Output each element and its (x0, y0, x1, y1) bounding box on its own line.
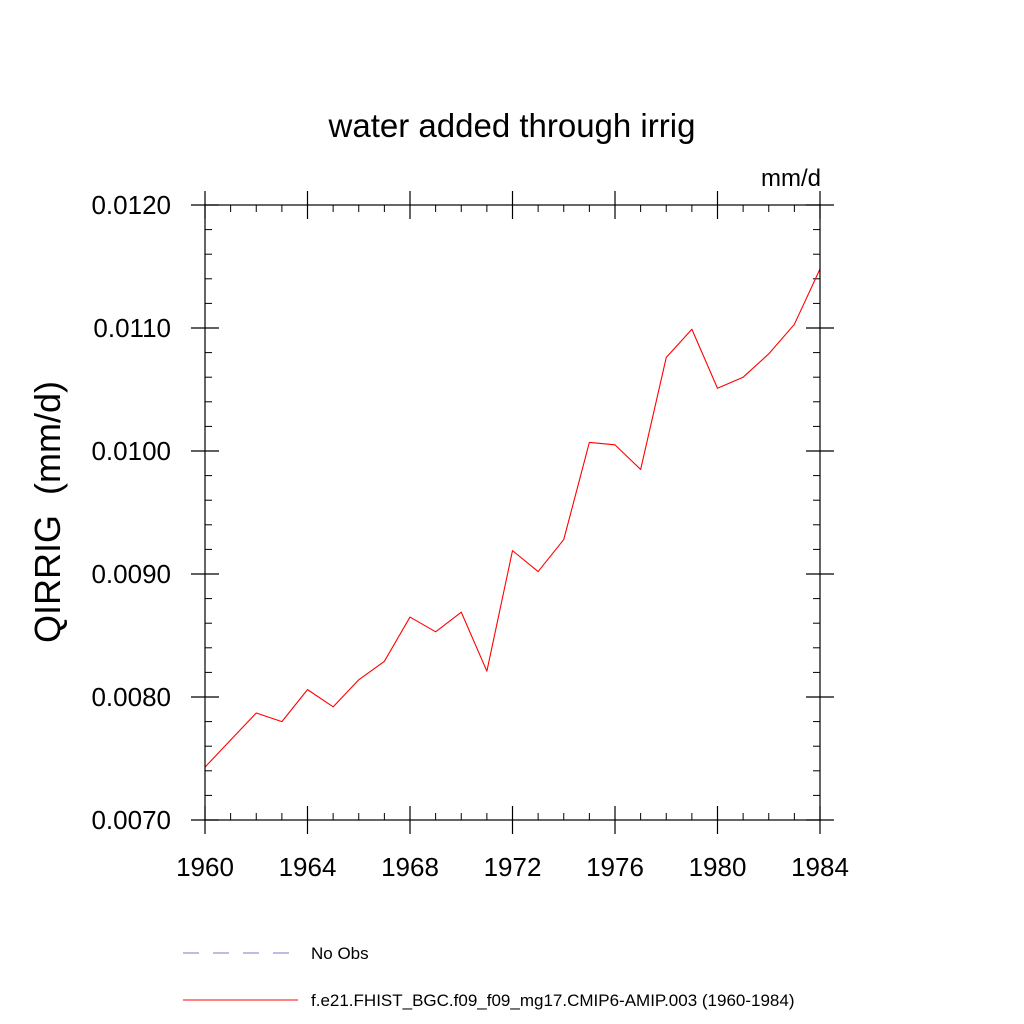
y-tick-label: 0.0080 (91, 682, 171, 712)
x-tick-label: 1976 (586, 852, 644, 882)
y-tick-labels: 0.0070 0.0080 0.0090 0.0100 0.0110 0.0120 (91, 190, 171, 835)
y-tick-label: 0.0090 (91, 559, 171, 589)
plot-frame (204, 204, 821, 821)
legend-label-model-run: f.e21.FHIST_BGC.f09_f09_mg17.CMIP6-AMIP.… (311, 991, 795, 1010)
series-group (204, 268, 821, 768)
y-tick-label: 0.0070 (91, 805, 171, 835)
x-tick-label: 1972 (484, 852, 542, 882)
y-tick-label: 0.0120 (91, 190, 171, 220)
x-tick-label: 1984 (791, 852, 849, 882)
major-ticks (191, 191, 834, 834)
x-tick-labels: 1960 1964 1968 1972 1976 1980 1984 (176, 852, 849, 882)
units-label: mm/d (761, 165, 821, 192)
x-tick-label: 1968 (381, 852, 439, 882)
y-tick-label: 0.0110 (93, 313, 171, 343)
y-axis-label: QIRRIG (mm/d) (27, 381, 68, 643)
series-line (204, 268, 821, 768)
x-tick-label: 1964 (279, 852, 337, 882)
minor-ticks (204, 204, 821, 821)
legend-label-no-obs: No Obs (311, 944, 369, 963)
x-tick-label: 1980 (689, 852, 747, 882)
y-tick-label: 0.0100 (91, 436, 171, 466)
x-tick-label: 1960 (176, 852, 234, 882)
legend: No Obs f.e21.FHIST_BGC.f09_f09_mg17.CMIP… (183, 944, 795, 1010)
chart-title: water added through irrig (328, 107, 696, 144)
